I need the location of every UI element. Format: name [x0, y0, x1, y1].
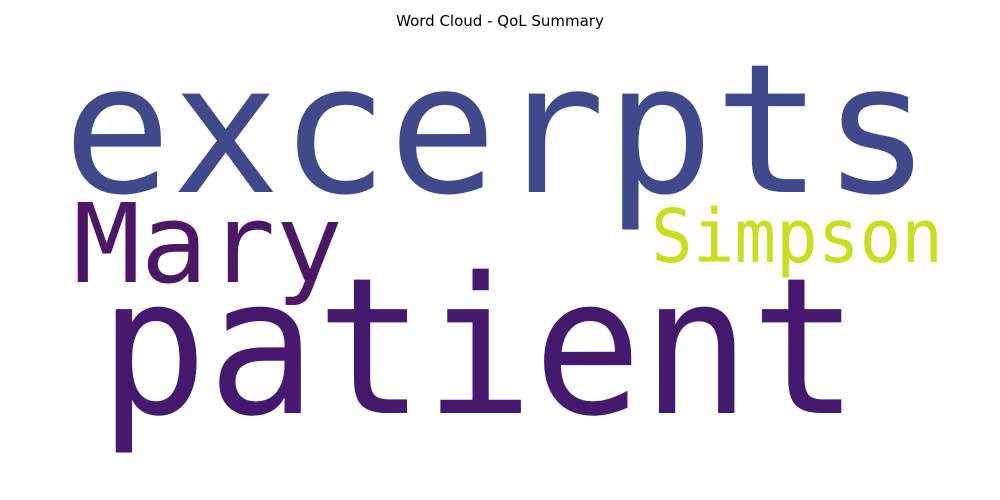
cloud-word-mary: Mary — [73, 180, 343, 308]
cloud-word-simpson: Simpson — [651, 194, 943, 280]
chart-title: Word Cloud - QoL Summary — [396, 12, 604, 30]
cloud-word-excerpts: excerpts — [63, 26, 931, 235]
cloud-word-patient: patient — [99, 237, 859, 458]
